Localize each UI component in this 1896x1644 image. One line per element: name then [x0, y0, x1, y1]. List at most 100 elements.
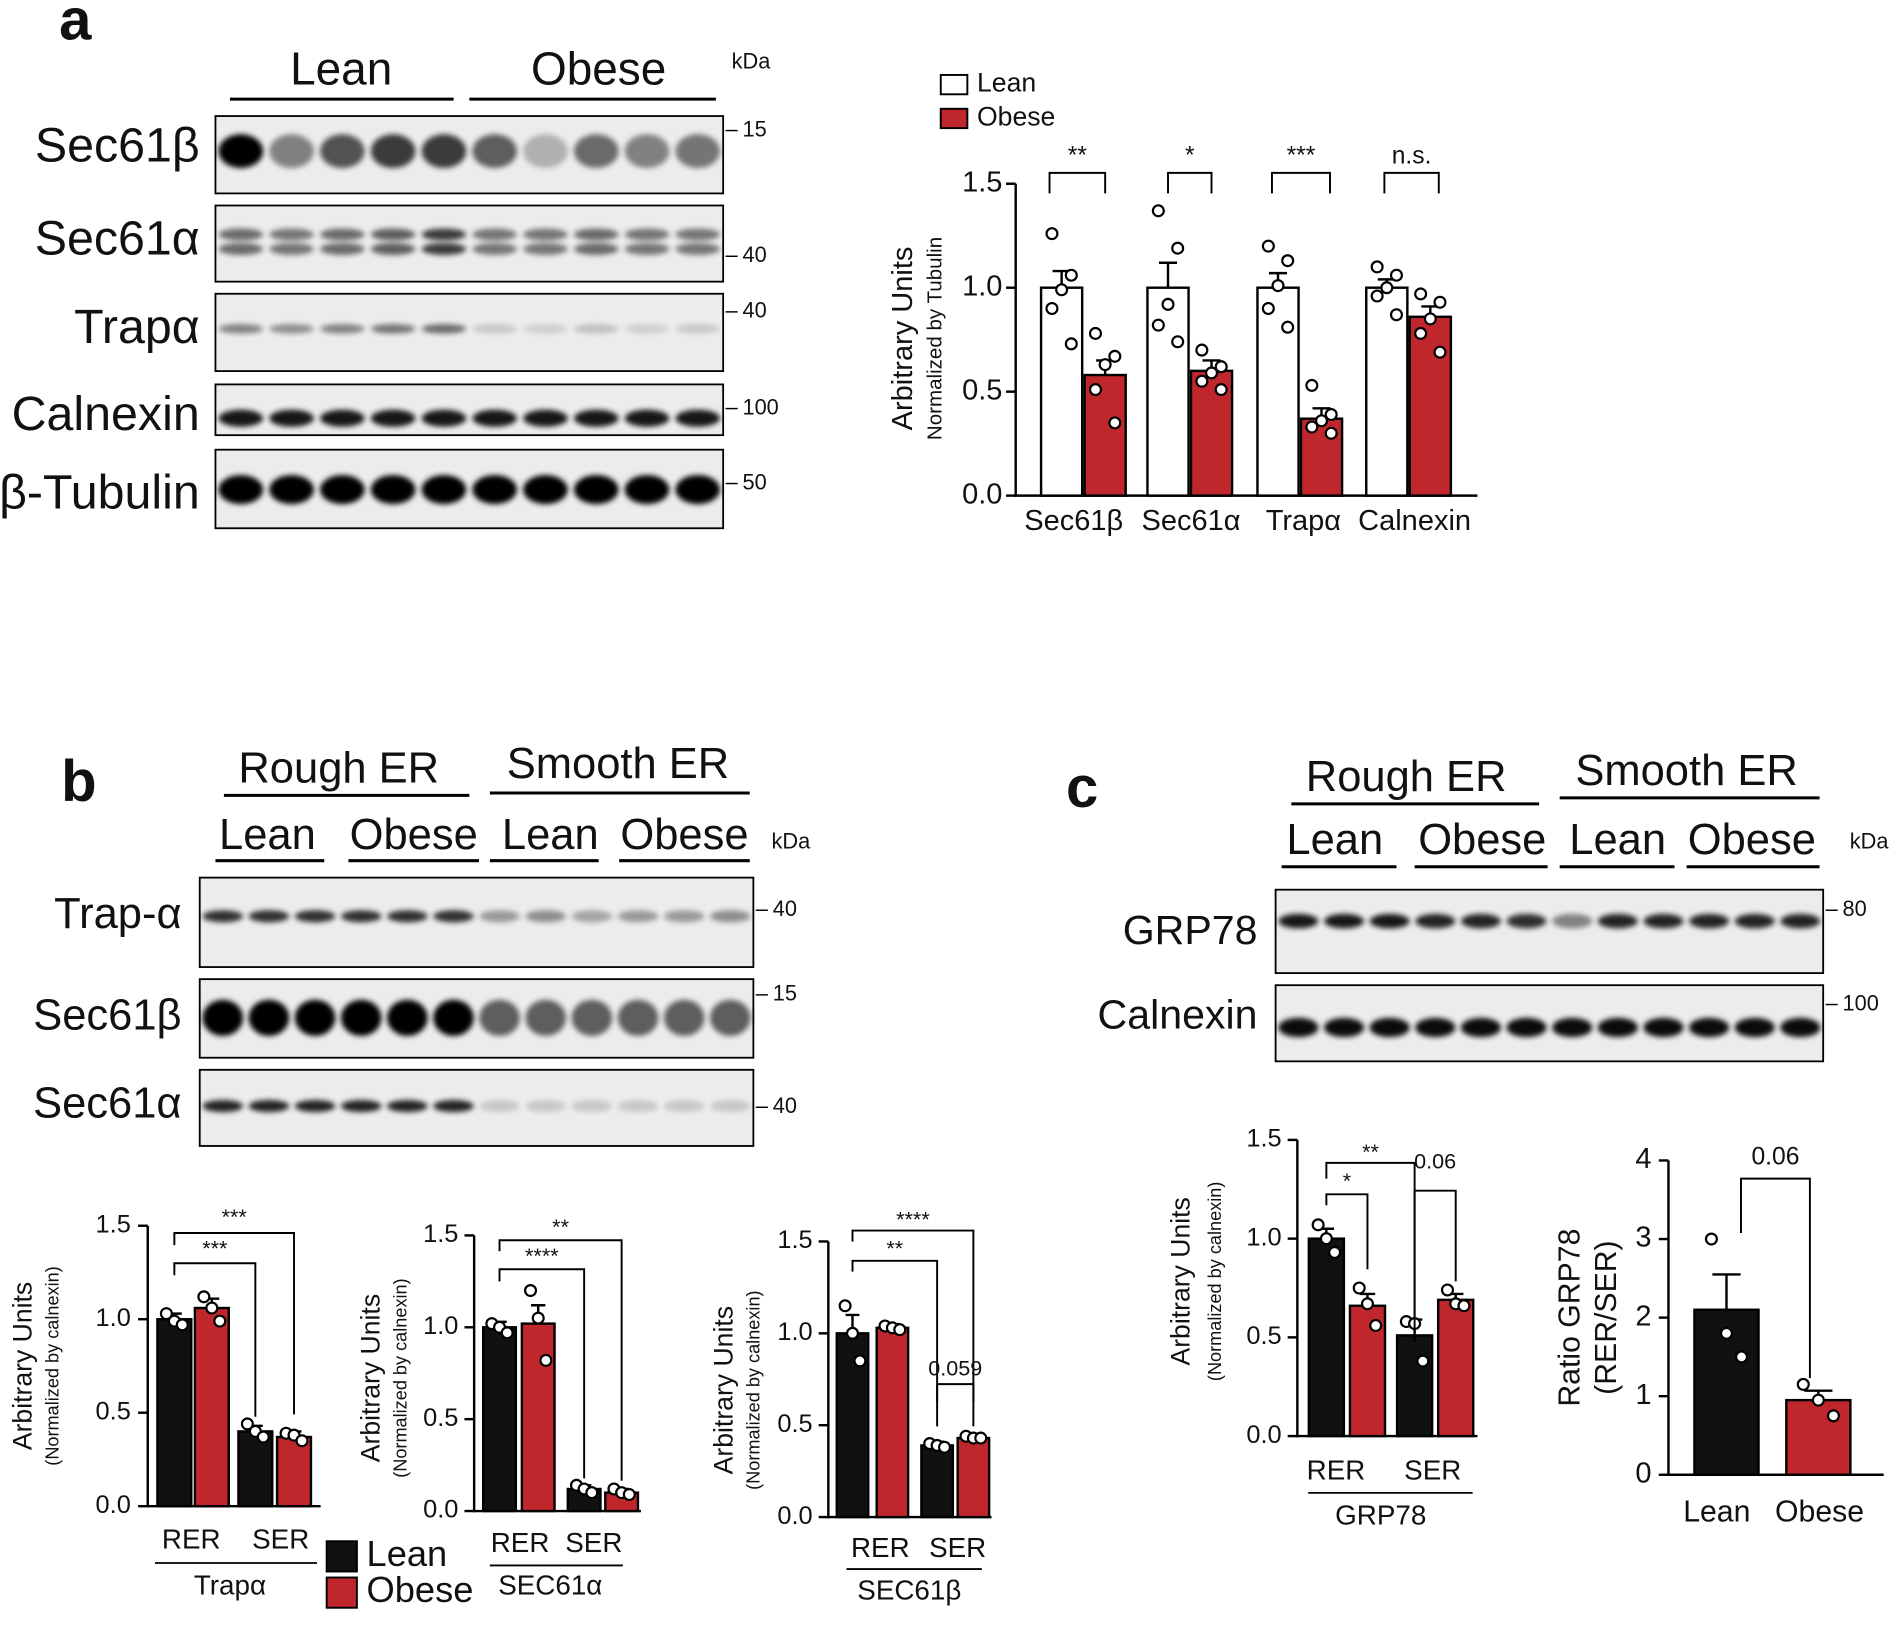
data-point — [531, 1311, 545, 1325]
significance-label: 0.059 — [928, 1355, 982, 1380]
band — [269, 475, 314, 505]
significance-bracket — [1383, 171, 1440, 194]
band — [294, 910, 336, 923]
band — [370, 409, 416, 427]
significance-label: * — [1343, 1168, 1352, 1193]
legend-swatch — [939, 107, 969, 130]
significance-label: 0.06 — [1751, 1144, 1799, 1171]
kda-header: kDa — [772, 828, 812, 853]
data-point — [1311, 1218, 1325, 1232]
data-point — [197, 1290, 211, 1304]
band — [472, 323, 518, 334]
row-label: Sec61β — [33, 991, 181, 1039]
kda-label: 15 — [773, 981, 797, 1006]
kda-label: 40 — [743, 298, 767, 323]
band — [202, 1100, 244, 1113]
significance-bracket — [1167, 171, 1213, 194]
band — [320, 475, 365, 505]
data-point — [1796, 1377, 1810, 1391]
band — [523, 134, 568, 169]
legend-label: Obese — [367, 1569, 474, 1610]
band — [1780, 913, 1821, 929]
group-label: SEC61α — [498, 1570, 602, 1601]
data-point — [1389, 308, 1404, 322]
band — [433, 999, 474, 1036]
band — [472, 134, 518, 169]
x-tick-label: SER — [1404, 1455, 1461, 1486]
y-axis-sublabel: (RER/SER) — [1590, 1240, 1623, 1394]
bar — [520, 1322, 556, 1513]
band — [320, 242, 365, 256]
group-label: Trapα — [194, 1570, 266, 1601]
data-point — [974, 1431, 988, 1445]
data-point — [585, 1486, 599, 1500]
data-point — [1423, 312, 1437, 326]
significance-label: **** — [896, 1207, 930, 1232]
band — [624, 475, 670, 505]
y-tick-label: 1.5 — [96, 1210, 131, 1238]
band — [1643, 913, 1684, 929]
row-label: β-Tubulin — [0, 465, 200, 519]
data-point — [1171, 241, 1185, 255]
data-point — [845, 1326, 860, 1340]
band — [675, 409, 721, 427]
lane-label: Lean — [219, 811, 316, 859]
data-point — [1214, 360, 1228, 374]
data-point — [1735, 1350, 1749, 1364]
band — [433, 1100, 474, 1113]
y-tick-label: 0.5 — [423, 1404, 458, 1432]
band — [1552, 913, 1593, 929]
band — [370, 242, 416, 256]
y-axis-sublabel: (Normalized by calnexin) — [1205, 1182, 1225, 1381]
y-tick-label: 2 — [1635, 1300, 1651, 1332]
band — [218, 323, 264, 334]
group-label: Lean — [290, 43, 392, 95]
band — [573, 134, 619, 169]
band — [523, 475, 568, 505]
data-point — [256, 1430, 270, 1444]
band — [525, 1100, 567, 1113]
bar — [1408, 315, 1453, 497]
lane-label: Obese — [350, 811, 478, 859]
blot-box — [214, 383, 725, 437]
band — [1734, 1017, 1775, 1038]
bar — [920, 1444, 955, 1519]
data-point — [1719, 1326, 1734, 1340]
y-axis-label: Ratio GRP78 — [1554, 1229, 1587, 1407]
kda-label: 100 — [743, 394, 779, 419]
legend-swatch — [325, 1576, 358, 1609]
bar — [481, 1326, 518, 1513]
data-point — [1108, 349, 1122, 363]
error-bar — [1712, 1273, 1741, 1310]
bar — [875, 1326, 910, 1519]
data-point — [205, 1301, 219, 1315]
blot-box — [1274, 984, 1825, 1063]
band — [617, 1100, 659, 1113]
data-point — [1319, 1232, 1333, 1246]
y-tick-label: 0.5 — [1246, 1322, 1281, 1350]
legend-swatch — [325, 1540, 358, 1573]
data-point — [1088, 326, 1103, 340]
band — [675, 323, 721, 334]
band — [202, 999, 244, 1036]
significance-bracket — [1048, 171, 1107, 194]
data-point — [159, 1307, 173, 1321]
band — [472, 409, 518, 427]
band — [525, 910, 567, 923]
group-label: GRP78 — [1335, 1499, 1426, 1530]
band — [1780, 1017, 1821, 1038]
band — [370, 228, 416, 241]
kda-label: 80 — [1843, 896, 1867, 921]
significance-label: *** — [202, 1236, 228, 1261]
band — [1369, 913, 1410, 929]
data-point — [1064, 337, 1078, 351]
x-tick-label: SER — [252, 1524, 309, 1555]
data-point — [893, 1323, 907, 1337]
lane-label: Obese — [1418, 816, 1546, 864]
band — [1415, 913, 1456, 929]
data-point — [539, 1353, 553, 1367]
band — [370, 134, 416, 169]
lane-label: Lean — [502, 811, 599, 859]
y-tick-label: 3 — [1635, 1222, 1651, 1254]
y-tick-label: 1.0 — [962, 270, 1002, 302]
